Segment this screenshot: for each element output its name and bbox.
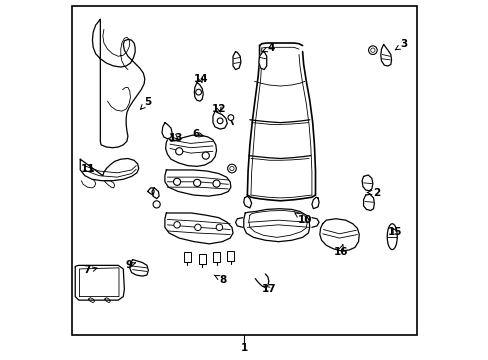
Text: 17: 17 xyxy=(261,284,276,294)
Circle shape xyxy=(175,148,183,155)
Text: 14: 14 xyxy=(193,74,207,84)
Text: 1: 1 xyxy=(241,343,247,353)
Text: 15: 15 xyxy=(387,227,402,237)
Text: 6: 6 xyxy=(192,129,203,139)
Text: 9: 9 xyxy=(125,260,135,270)
Polygon shape xyxy=(75,265,124,300)
Polygon shape xyxy=(319,219,359,251)
Text: 12: 12 xyxy=(212,104,226,114)
Polygon shape xyxy=(164,213,233,244)
Text: 5: 5 xyxy=(140,97,151,109)
Polygon shape xyxy=(92,19,144,148)
Circle shape xyxy=(227,115,233,121)
Polygon shape xyxy=(258,51,266,69)
Circle shape xyxy=(368,46,376,54)
Polygon shape xyxy=(380,44,391,66)
Text: 13: 13 xyxy=(169,133,183,143)
Polygon shape xyxy=(164,170,230,196)
Polygon shape xyxy=(80,158,139,181)
Circle shape xyxy=(202,152,209,159)
Polygon shape xyxy=(362,175,372,191)
Text: 4: 4 xyxy=(262,43,275,53)
Circle shape xyxy=(193,179,201,186)
Circle shape xyxy=(212,180,220,187)
Text: 10: 10 xyxy=(294,213,312,225)
Circle shape xyxy=(216,224,222,230)
Circle shape xyxy=(195,89,201,95)
Polygon shape xyxy=(165,135,216,166)
Polygon shape xyxy=(129,260,148,276)
Text: 16: 16 xyxy=(333,244,347,257)
FancyBboxPatch shape xyxy=(198,254,205,264)
Polygon shape xyxy=(162,123,172,139)
Circle shape xyxy=(174,222,180,228)
FancyBboxPatch shape xyxy=(183,252,190,262)
Circle shape xyxy=(227,164,236,173)
Circle shape xyxy=(370,48,374,52)
Text: 3: 3 xyxy=(394,40,407,50)
FancyBboxPatch shape xyxy=(227,251,234,261)
Polygon shape xyxy=(233,51,241,69)
Circle shape xyxy=(153,201,160,208)
Polygon shape xyxy=(363,194,373,211)
Circle shape xyxy=(229,166,234,171)
Circle shape xyxy=(173,178,180,185)
Ellipse shape xyxy=(386,224,396,249)
Circle shape xyxy=(217,118,223,124)
Polygon shape xyxy=(212,111,227,129)
Text: 11: 11 xyxy=(81,164,96,174)
FancyBboxPatch shape xyxy=(212,252,220,262)
Polygon shape xyxy=(194,82,203,101)
Text: 7: 7 xyxy=(83,265,97,275)
Text: 2: 2 xyxy=(366,188,380,198)
Circle shape xyxy=(194,224,201,230)
Text: 8: 8 xyxy=(214,275,226,285)
Polygon shape xyxy=(244,209,309,242)
